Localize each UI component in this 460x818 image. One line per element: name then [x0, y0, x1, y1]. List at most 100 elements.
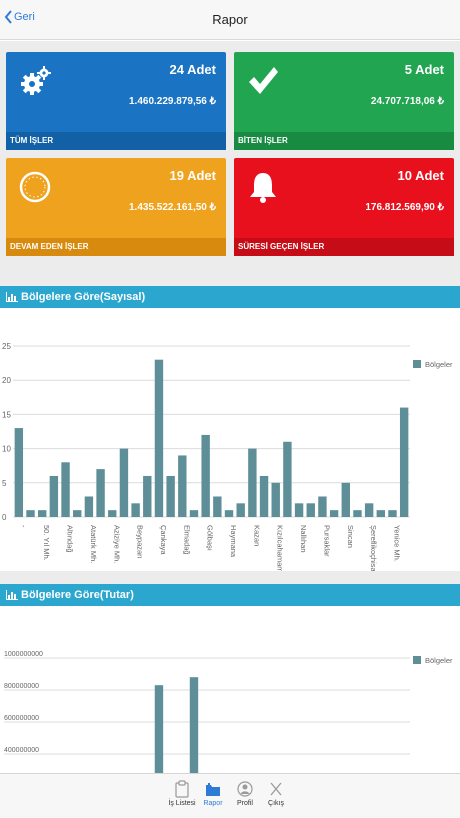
- report-content: 24 Adet 1.460.229.879,56 ₺ TÜM İŞLER 5 A…: [0, 41, 460, 773]
- amount-chart-header: Bölgelere Göre(Tutar): [0, 584, 460, 606]
- card-overdue-jobs[interactable]: 10 Adet 176.812.569,90 ₺ SÜRESİ GEÇEN İŞ…: [234, 158, 454, 256]
- card-amount: 176.812.569,90 ₺: [365, 202, 444, 213]
- x-tick-label: Sincan: [346, 525, 355, 548]
- bar: [154, 359, 164, 517]
- bar: [306, 503, 315, 517]
- page-title: Rapor: [212, 12, 248, 27]
- bell-icon: [250, 173, 276, 203]
- tab-label: Rapor: [203, 800, 223, 807]
- checkmark-icon: [249, 67, 278, 94]
- navigation-bar: Geri Rapor: [0, 0, 460, 40]
- bar: [376, 510, 386, 517]
- card-label: SÜRESİ GEÇEN İŞLER: [234, 238, 454, 256]
- back-button[interactable]: Geri: [4, 10, 35, 24]
- tab-bar: İş Listesi Rapor Profil Çıkış: [0, 773, 460, 818]
- clipboard-icon: [175, 780, 189, 798]
- legend-swatch: [413, 360, 421, 368]
- card-finished-jobs[interactable]: 5 Adet 24.707.718,06 ₺ BİTEN İŞLER: [234, 52, 454, 150]
- x-tick-label: Çankaya: [159, 525, 168, 555]
- bar: [14, 428, 24, 517]
- count-bar-chart: 0 5 10 15 20 25 - 50. Yıl Mh. Altındağ Atatürk Mh…: [2, 342, 453, 571]
- bar: [213, 496, 222, 517]
- x-tick-label: Beypazarı: [136, 525, 145, 559]
- bar: [166, 475, 175, 517]
- bar: [259, 475, 269, 517]
- gears-icon: [21, 66, 51, 95]
- card-all-jobs[interactable]: 24 Adet 1.460.229.879,56 ₺ TÜM İŞLER: [6, 52, 226, 150]
- legend-swatch: [413, 656, 421, 664]
- card-count: 5 Adet: [404, 62, 444, 77]
- bar: [61, 462, 70, 517]
- bar: [108, 510, 117, 517]
- y-tick-label: 10: [2, 445, 11, 454]
- bar: [364, 503, 374, 517]
- bar: [353, 510, 362, 517]
- tab-profile[interactable]: Profil: [225, 780, 265, 807]
- bar: [329, 510, 339, 517]
- chevron-left-icon: [4, 10, 12, 24]
- x-tick-label: Haymana: [229, 525, 238, 558]
- card-label: BİTEN İŞLER: [234, 132, 454, 150]
- bar: [189, 510, 199, 517]
- card-amount: 1.460.229.879,56 ₺: [129, 96, 216, 107]
- folder-chart-icon: [206, 783, 220, 796]
- card-count: 19 Adet: [169, 168, 216, 183]
- bar: [73, 510, 82, 517]
- y-tick-label: 400000000: [4, 747, 39, 754]
- amount-chart-title: Bölgelere Göre(Tutar): [21, 589, 134, 601]
- bar: [37, 510, 47, 517]
- count-chart-title: Bölgelere Göre(Sayısal): [21, 291, 146, 303]
- bar: [236, 503, 245, 517]
- legend-label: Bölgeler: [425, 656, 453, 665]
- x-tick-label: -: [19, 525, 28, 528]
- bar: [189, 677, 199, 773]
- bar: [84, 496, 94, 517]
- card-ongoing-jobs[interactable]: 19 Adet 1.435.522.161,50 ₺ DEVAM EDEN İŞ…: [6, 158, 226, 256]
- x-tick-label: Altındağ: [66, 525, 75, 553]
- card-count: 24 Adet: [169, 62, 216, 77]
- tab-logout[interactable]: Çıkış: [256, 780, 296, 807]
- bar: [318, 496, 327, 517]
- x-tick-label: Yenice Mh.: [392, 525, 401, 562]
- bar: [131, 503, 140, 517]
- bar: [283, 441, 292, 517]
- tab-job-list[interactable]: İş Listesi: [162, 780, 202, 807]
- x-tick-label: Pursaklar: [322, 525, 331, 557]
- bar: [271, 482, 280, 517]
- tab-label: İş Listesi: [168, 800, 196, 807]
- amount-chart-panel: Bölgelere Göre(Tutar) 400000000 600000000…: [0, 584, 460, 773]
- y-tick-label: 5: [2, 479, 7, 488]
- bar-chart-icon: [6, 292, 18, 302]
- x-tick-label: Kızılcahamam: [276, 525, 285, 571]
- y-tick-label: 0: [2, 513, 7, 522]
- amount-bar-chart: 400000000 600000000 800000000 1000000000 Böl…: [4, 651, 453, 773]
- y-tick-label: 15: [2, 410, 11, 419]
- x-tick-label: Şereflikoçhisar: [369, 525, 378, 571]
- x-tick-label: Gölbaşı: [206, 525, 215, 551]
- bar-chart-icon: [6, 590, 18, 600]
- close-icon: [270, 782, 282, 796]
- y-tick-label: 1000000000: [4, 651, 43, 658]
- tab-label: Çıkış: [268, 800, 284, 807]
- card-count: 10 Adet: [397, 168, 444, 183]
- y-tick-label: 20: [2, 376, 11, 385]
- bar: [294, 503, 304, 517]
- clock-icon: [19, 171, 51, 203]
- bar: [248, 448, 257, 517]
- card-label: DEVAM EDEN İŞLER: [6, 238, 226, 256]
- x-tick-label: Elmadağ: [182, 525, 191, 555]
- card-label: TÜM İŞLER: [6, 132, 226, 150]
- y-tick-label: 800000000: [4, 683, 39, 690]
- bar: [388, 510, 397, 517]
- card-amount: 1.435.522.161,50 ₺: [129, 202, 216, 213]
- count-chart-header: Bölgelere Göre(Sayısal): [0, 286, 460, 308]
- count-chart-panel: Bölgelere Göre(Sayısal) 0 5 10 15 20 25 - 50. Y…: [0, 286, 460, 571]
- user-icon: [237, 781, 253, 797]
- y-tick-label: 25: [2, 342, 11, 351]
- tab-report[interactable]: Rapor: [193, 780, 233, 807]
- bar: [154, 685, 164, 773]
- x-tick-label: Atatürk Mh.: [89, 525, 98, 563]
- x-tick-label: Aziziye Mh.: [112, 525, 121, 563]
- bar: [341, 482, 350, 517]
- legend-label: Bölgeler: [425, 360, 453, 369]
